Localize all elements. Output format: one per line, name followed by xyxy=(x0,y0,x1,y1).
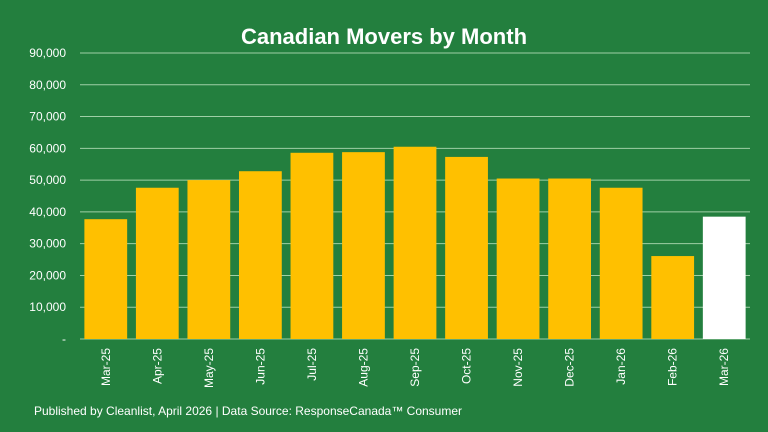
bar xyxy=(84,219,128,339)
x-tick-label: Sep-25 xyxy=(408,348,422,387)
bar xyxy=(393,146,437,339)
x-tick-label: Jan-26 xyxy=(614,348,628,385)
bar xyxy=(135,187,179,339)
bar xyxy=(445,156,488,339)
y-tick-label: 40,000 xyxy=(29,205,66,219)
x-tick-label: Dec-25 xyxy=(563,348,577,387)
x-tick-label: Mar-25 xyxy=(99,348,113,386)
x-tick-label: Jul-25 xyxy=(305,348,319,381)
y-tick-label: - xyxy=(62,332,66,346)
bar xyxy=(702,216,746,339)
bar xyxy=(548,178,592,339)
y-tick-label: 80,000 xyxy=(29,78,66,92)
x-tick-label: May-25 xyxy=(202,348,216,388)
x-tick-label: Apr-25 xyxy=(150,348,164,384)
bar xyxy=(496,178,540,339)
y-tick-label: 30,000 xyxy=(29,237,66,251)
bar xyxy=(599,187,643,339)
source-footer: Published by Cleanlist, April 2026 | Dat… xyxy=(34,404,463,418)
bar xyxy=(290,152,334,339)
bar xyxy=(342,152,385,339)
x-tick-label: Jun-25 xyxy=(253,348,267,385)
bar xyxy=(187,180,231,339)
y-tick-label: 50,000 xyxy=(29,173,66,187)
y-tick-label: 10,000 xyxy=(29,300,66,314)
bar xyxy=(651,256,695,339)
x-tick-label: Nov-25 xyxy=(511,348,525,387)
x-tick-label: Oct-25 xyxy=(460,348,474,384)
x-tick-label: Mar-26 xyxy=(717,348,731,386)
y-tick-label: 70,000 xyxy=(29,110,66,124)
y-tick-label: 90,000 xyxy=(29,46,66,60)
y-tick-label: 20,000 xyxy=(29,268,66,282)
y-tick-label: 60,000 xyxy=(29,141,66,155)
x-tick-label: Feb-26 xyxy=(666,348,680,386)
bar xyxy=(238,171,282,339)
chart-title: Canadian Movers by Month xyxy=(240,24,528,49)
x-tick-label: Aug-25 xyxy=(356,348,370,387)
